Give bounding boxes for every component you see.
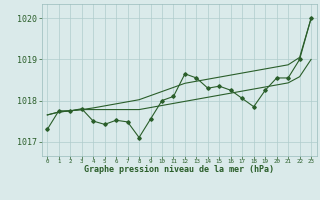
X-axis label: Graphe pression niveau de la mer (hPa): Graphe pression niveau de la mer (hPa) (84, 165, 274, 174)
